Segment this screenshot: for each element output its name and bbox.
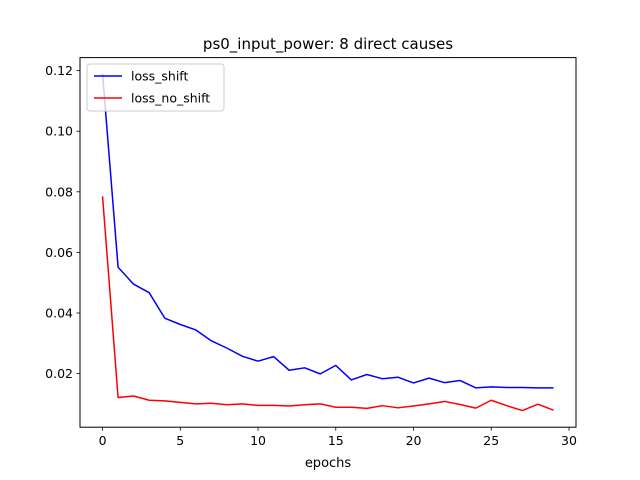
y-tick-label: 0.02 — [45, 366, 73, 381]
y-tick-label: 0.10 — [45, 124, 73, 139]
chart-title: ps0_input_power: 8 direct causes — [203, 35, 453, 54]
x-tick-label: 0 — [99, 433, 107, 448]
y-tick-label: 0.12 — [45, 63, 73, 78]
x-axis-label: epochs — [305, 456, 352, 471]
y-tick-label: 0.04 — [45, 305, 73, 320]
series-layer — [101, 73, 554, 412]
y-tick-label: 0.06 — [45, 245, 73, 260]
x-axis: 0 5 10 15 20 25 30 — [99, 427, 577, 448]
x-tick-label: 5 — [176, 433, 184, 448]
legend: loss_shift loss_no_shift — [86, 63, 225, 112]
y-tick-label: 0.08 — [45, 184, 73, 199]
legend-label-loss-no-shift: loss_no_shift — [131, 91, 210, 106]
plot-area-frame — [79, 57, 577, 428]
x-tick-label: 30 — [561, 433, 577, 448]
y-axis: 0.02 0.04 0.06 0.08 0.10 0.12 — [45, 63, 80, 381]
x-tick-label: 20 — [406, 433, 422, 448]
series-line-loss-no-shift — [101, 196, 554, 412]
x-tick-label: 25 — [483, 433, 499, 448]
series-line-loss-shift — [101, 73, 554, 389]
x-tick-label: 10 — [250, 433, 266, 448]
x-tick-label: 15 — [328, 433, 344, 448]
legend-label-loss-shift: loss_shift — [131, 69, 188, 84]
